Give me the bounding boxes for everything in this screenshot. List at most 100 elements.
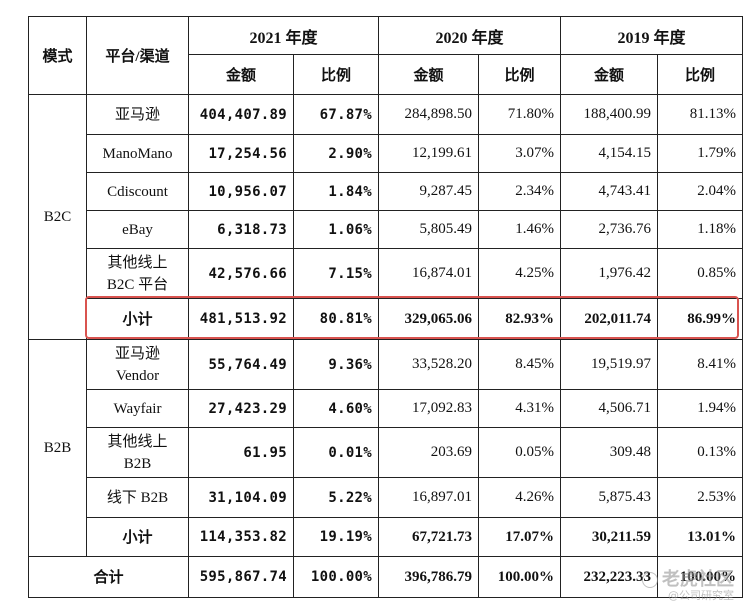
community-logo-icon xyxy=(642,572,658,589)
col-header-ratio: 比例 xyxy=(478,54,562,95)
ratio-2020-cell: 3.07% xyxy=(478,134,562,173)
ratio-2020-cell: 4.26% xyxy=(478,477,562,518)
ratio-2020-cell: 0.05% xyxy=(478,427,562,478)
ratio-2019-cell: 1.94% xyxy=(657,389,744,428)
amount-2019-cell: 30,211.59 xyxy=(560,517,659,557)
ratio-2019-cell: 81.13% xyxy=(657,94,744,135)
ratio-2021-cell: 80.81% xyxy=(292,298,380,340)
col-header-amount: 金额 xyxy=(188,54,294,95)
amount-2020-cell: 33,528.20 xyxy=(378,339,480,390)
amount-2019-cell: 19,519.97 xyxy=(560,339,659,390)
mode-cell-b2c: B2C xyxy=(28,94,87,340)
col-header-year-2019: 2019 年度 xyxy=(560,16,744,55)
ratio-2021-cell: 100.00% xyxy=(292,556,380,598)
amount-2019-cell: 1,976.42 xyxy=(560,248,659,299)
amount-2020-cell: 16,874.01 xyxy=(378,248,480,299)
amount-2019-cell: 309.48 xyxy=(560,427,659,478)
amount-2020-cell: 12,199.61 xyxy=(378,134,480,173)
ratio-2021-cell: 9.36% xyxy=(292,339,380,390)
ratio-2021-cell: 5.22% xyxy=(292,477,380,518)
amount-2020-cell: 284,898.50 xyxy=(378,94,480,135)
amount-2021-cell: 6,318.73 xyxy=(188,210,294,249)
platform-line1: 亚马逊 xyxy=(114,345,160,362)
platform-cell: 其他线上 B2C 平台 xyxy=(86,248,189,299)
ratio-2020-cell: 4.25% xyxy=(478,248,562,299)
amount-2021-cell: 42,576.66 xyxy=(188,248,294,299)
table-row: 其他线上 B2C 平台 42,576.66 7.15% 16,874.01 4.2… xyxy=(29,248,744,299)
ratio-2019-cell: 1.18% xyxy=(657,210,744,249)
watermark: 老虎社区 @公司研究室 xyxy=(642,570,734,602)
ratio-2019-cell: 0.13% xyxy=(657,427,744,478)
amount-2020-cell: 329,065.06 xyxy=(378,298,480,340)
col-header-ratio: 比例 xyxy=(292,54,380,95)
ratio-2019-cell: 0.85% xyxy=(657,248,744,299)
table-row: B2B 亚马逊 Vendor 55,764.49 9.36% 33,528.20 … xyxy=(28,339,744,557)
ratio-2021-cell: 1.06% xyxy=(292,210,380,249)
amount-2019-cell: 232,223.33 xyxy=(560,556,659,598)
ratio-2019-cell: 86.99% xyxy=(657,298,744,340)
ratio-2020-cell: 17.07% xyxy=(478,517,562,557)
ratio-2019-cell: 8.41% xyxy=(657,339,744,390)
table-row: Wayfair 27,423.29 4.60% 17,092.83 4.31% … xyxy=(29,389,744,428)
amount-2019-cell: 188,400.99 xyxy=(560,94,659,135)
ratio-2020-cell: 4.31% xyxy=(478,389,562,428)
subtotal-row-b2b: 小计 114,353.82 19.19% 67,721.73 17.07% 30… xyxy=(29,517,744,557)
ratio-2021-cell: 2.90% xyxy=(292,134,380,173)
table-row: 其他线上 B2B 61.95 0.01% 203.69 0.05% 309.48 … xyxy=(29,427,744,478)
ratio-2021-cell: 1.84% xyxy=(292,172,380,211)
total-label: 合计 xyxy=(28,556,189,598)
amount-2021-cell: 55,764.49 xyxy=(188,339,294,390)
amount-2019-cell: 4,154.15 xyxy=(560,134,659,173)
platform-cell: ManoMano xyxy=(86,134,189,173)
col-header-ratio: 比例 xyxy=(657,54,744,95)
ratio-2021-cell: 19.19% xyxy=(292,517,380,557)
table-row: eBay 6,318.73 1.06% 5,805.49 1.46% 2,736… xyxy=(29,210,744,249)
platform-line1: 其他线上 xyxy=(107,433,168,450)
ratio-2021-cell: 4.60% xyxy=(292,389,380,428)
watermark-sub: @公司研究室 xyxy=(668,588,734,602)
col-header-amount: 金额 xyxy=(378,54,480,95)
ratio-2020-cell: 82.93% xyxy=(478,298,562,340)
revenue-by-platform-table: 模式 平台/渠道 2021 年度 2020 年度 2019 年度 金额 比例 金… xyxy=(28,16,744,598)
col-header-year-2020: 2020 年度 xyxy=(378,16,562,55)
subtotal-label: 小计 xyxy=(86,517,189,557)
table-row: B2C 亚马逊 404,407.89 67.87% 284,898.50 71.… xyxy=(28,94,744,340)
ratio-2020-cell: 71.80% xyxy=(478,94,562,135)
total-row: 合计 595,867.74 100.00% 396,786.79 100.00%… xyxy=(28,556,744,598)
amount-2019-cell: 4,506.71 xyxy=(560,389,659,428)
table-row: ManoMano 17,254.56 2.90% 12,199.61 3.07%… xyxy=(29,134,744,173)
platform-cell: Wayfair xyxy=(86,389,189,428)
amount-2021-cell: 595,867.74 xyxy=(188,556,294,598)
amount-2020-cell: 5,805.49 xyxy=(378,210,480,249)
amount-2021-cell: 10,956.07 xyxy=(188,172,294,211)
amount-2021-cell: 61.95 xyxy=(188,427,294,478)
platform-cell: 线下 B2B xyxy=(86,477,189,518)
amount-2019-cell: 2,736.76 xyxy=(560,210,659,249)
col-header-amount: 金额 xyxy=(560,54,659,95)
table-row: 线下 B2B 31,104.09 5.22% 16,897.01 4.26% 5… xyxy=(29,477,744,518)
ratio-2020-cell: 1.46% xyxy=(478,210,562,249)
amount-2021-cell: 31,104.09 xyxy=(188,477,294,518)
platform-cell: 其他线上 B2B xyxy=(86,427,189,478)
amount-2019-cell: 202,011.74 xyxy=(560,298,659,340)
subtotal-row-b2c: 小计 481,513.92 80.81% 329,065.06 82.93% 2… xyxy=(29,298,744,340)
amount-2021-cell: 404,407.89 xyxy=(188,94,294,135)
amount-2020-cell: 67,721.73 xyxy=(378,517,480,557)
ratio-2021-cell: 7.15% xyxy=(292,248,380,299)
table-row: Cdiscount 10,956.07 1.84% 9,287.45 2.34%… xyxy=(29,172,744,211)
ratio-2019-cell: 2.04% xyxy=(657,172,744,211)
platform-line2: B2B xyxy=(123,455,152,472)
watermark-main: 老虎社区 xyxy=(642,570,734,590)
subtotal-label: 小计 xyxy=(86,298,189,340)
ratio-2021-cell: 0.01% xyxy=(292,427,380,478)
ratio-2019-cell: 100.00% xyxy=(657,556,744,598)
watermark-main-text: 老虎社区 xyxy=(662,569,734,591)
ratio-2019-cell: 2.53% xyxy=(657,477,744,518)
platform-cell: Cdiscount xyxy=(86,172,189,211)
ratio-2020-cell: 8.45% xyxy=(478,339,562,390)
ratio-2019-cell: 1.79% xyxy=(657,134,744,173)
amount-2019-cell: 4,743.41 xyxy=(560,172,659,211)
platform-line2: B2C 平台 xyxy=(106,276,169,293)
amount-2021-cell: 114,353.82 xyxy=(188,517,294,557)
platform-cell: 亚马逊 Vendor xyxy=(86,339,189,390)
